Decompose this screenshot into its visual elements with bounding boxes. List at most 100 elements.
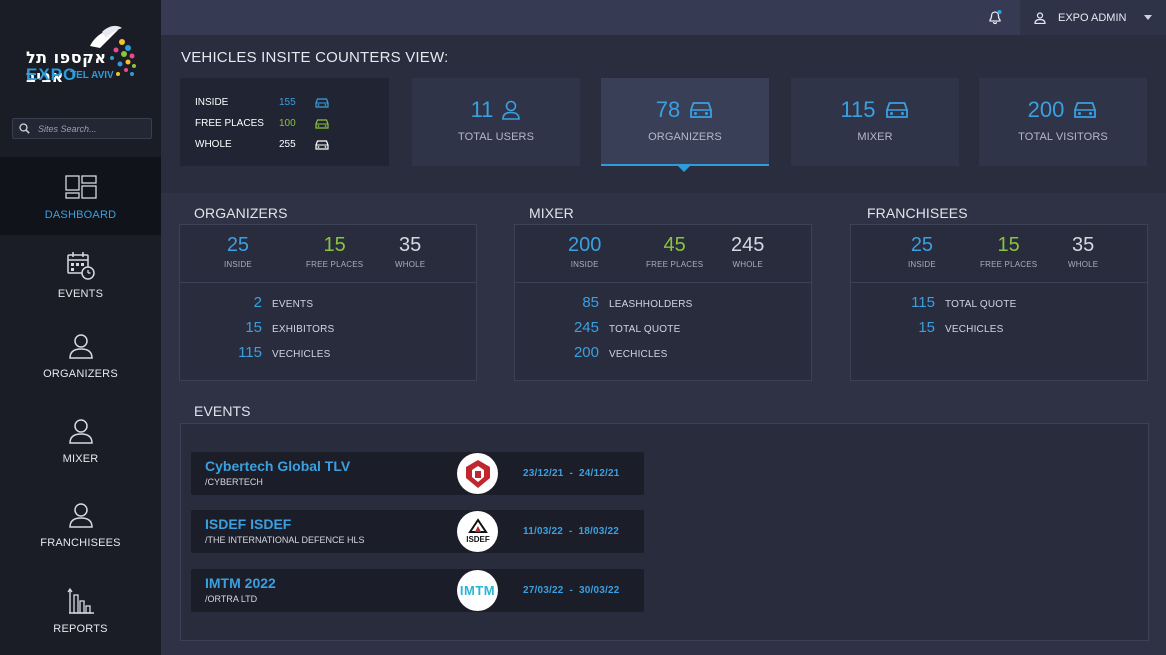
user-icon [1034, 11, 1046, 24]
car-icon [885, 102, 908, 118]
user-menu[interactable]: EXPO ADMIN [1020, 0, 1166, 35]
stat-value: 115 [840, 97, 876, 122]
nav-organizers[interactable]: ORGANIZERS [0, 316, 161, 394]
event-organizer: /ORTRA LTD [205, 594, 258, 604]
metric-label: INSIDE [908, 260, 936, 269]
user-name: EXPO ADMIN [1058, 11, 1127, 24]
organizers-section-title: ORGANIZERS [194, 205, 288, 221]
stat-label: ORGANIZERS [648, 131, 722, 143]
cybertech-logo [457, 453, 498, 494]
metric-value: 245 [731, 234, 765, 256]
car-icon [690, 102, 713, 118]
list-item: 115 TOTAL QUOTE [897, 294, 1016, 311]
mixer-group: 200 INSIDE 45 FREE PLACES 245 WHOLE 85 L… [514, 224, 812, 381]
group-metrics [180, 225, 476, 283]
event-start-date: 11/03/22 [523, 526, 563, 537]
isdef-logo: ISDEF [457, 511, 498, 552]
event-organizer: /CYBERTECH [205, 477, 263, 487]
metric-free-places: 45 FREE PLACES [646, 234, 703, 269]
list-value: 15 [918, 319, 935, 336]
events-panel: Cybertech Global TLV /CYBERTECH 23/12/21… [180, 423, 1149, 641]
logo-tlv-text: TEL AVIV [70, 70, 114, 81]
stat-value: 78 [655, 97, 681, 122]
metric-free-places: 15 FREE PLACES [980, 234, 1037, 269]
counter-inside: INSIDE 155 [195, 92, 389, 113]
bar-chart-icon [65, 585, 97, 617]
list-item: 200 VECHICLES [561, 344, 668, 361]
counter-value: 255 [279, 139, 296, 150]
search-input[interactable] [38, 123, 138, 134]
stat-card-organizers[interactable]: 78 ORGANIZERS [601, 78, 769, 172]
shield-icon [465, 459, 490, 488]
date-separator: - [569, 468, 574, 479]
counter-label: WHOLE [195, 139, 232, 150]
event-organizer: /THE INTERNATIONAL DEFENCE HLS [205, 535, 365, 545]
list-item: 245 TOTAL QUOTE [561, 319, 680, 336]
group-metrics [515, 225, 811, 283]
top-bar: EXPO ADMIN [161, 0, 1166, 35]
list-value: 200 [573, 344, 599, 361]
mixer-section-title: MIXER [529, 205, 574, 221]
stat-card-total-visitors[interactable]: 200 TOTAL VISITORS [979, 78, 1147, 166]
metric-value: 15 [323, 234, 346, 256]
metric-inside: 200 INSIDE [568, 234, 601, 269]
sidebar: אקספו תל אביב EXPO TEL AVIV DASHBOARD [0, 0, 161, 655]
event-dates: 27/03/22 - 30/03/22 [523, 585, 620, 596]
counter-label: INSIDE [195, 97, 229, 108]
nav-franchisees[interactable]: FRANCHISEES [0, 485, 161, 563]
expo-tel-aviv-logo[interactable]: אקספו תל אביב EXPO TEL AVIV [18, 24, 143, 90]
car-icon [315, 97, 329, 108]
metric-value: 35 [1072, 234, 1095, 256]
metric-value: 25 [226, 234, 250, 256]
search-icon [19, 123, 30, 134]
list-value: 85 [582, 294, 599, 311]
user-icon [502, 100, 521, 120]
list-item: 85 LEASHHOLDERS [561, 294, 693, 311]
list-value: 2 [253, 294, 262, 311]
nav-events[interactable]: EVENTS [0, 236, 161, 314]
nav-mixer-label: MIXER [62, 453, 99, 465]
stat-card-mixer[interactable]: 115 MIXER [791, 78, 959, 166]
list-label: LEASHHOLDERS [609, 299, 693, 310]
calendar-icon [65, 250, 97, 282]
metric-label: INSIDE [570, 260, 599, 269]
list-item: 15 EXHIBITORS [224, 319, 334, 336]
nav-reports-label: REPORTS [53, 623, 108, 635]
list-item: 2 EVENTS [224, 294, 313, 311]
event-item[interactable]: ISDEF ISDEF /THE INTERNATIONAL DEFENCE H… [191, 510, 644, 553]
metric-value: 45 [663, 234, 686, 256]
vehicle-counters: INSIDE 155 FREE PLACES 100 WHOLE 255 [180, 78, 389, 166]
organizers-group: 25 INSIDE 15 FREE PLACES 35 WHOLE 2 EVEN… [179, 224, 477, 381]
stat-card-total-users[interactable]: 11 TOTAL USERS [412, 78, 580, 166]
stat-value: 11 [470, 97, 494, 122]
imtm-logo: IMTM [457, 570, 498, 611]
nav-mixer[interactable]: MIXER [0, 401, 161, 479]
sites-search [12, 118, 152, 139]
nav-reports[interactable]: REPORTS [0, 571, 161, 649]
date-separator: - [568, 526, 573, 537]
logo-mark-icon [90, 25, 136, 76]
car-icon [1074, 102, 1097, 118]
imtm-logo-text: IMTM [459, 583, 496, 598]
list-value: 115 [911, 294, 935, 311]
nav-dashboard[interactable]: DASHBOARD [0, 157, 161, 235]
user-icon [65, 415, 97, 447]
notification-bell-icon[interactable] [987, 9, 1003, 25]
list-item: 15 VECHICLES [897, 319, 1004, 336]
list-label: VECHICLES [272, 349, 331, 360]
date-separator: - [569, 585, 574, 596]
page-title: VEHICLES INSITE COUNTERS VIEW: [181, 49, 449, 66]
counter-label: FREE PLACES [195, 118, 264, 129]
user-icon [65, 330, 97, 362]
stat-label: TOTAL USERS [457, 131, 535, 143]
car-icon [315, 118, 329, 129]
event-name: Cybertech Global TLV [205, 458, 351, 474]
chevron-down-icon[interactable] [1144, 15, 1152, 20]
metric-free-places: 15 FREE PLACES [306, 234, 363, 269]
list-label: EVENTS [272, 299, 314, 310]
list-item: 115 VECHICLES [224, 344, 331, 361]
metric-inside: 25 INSIDE [908, 234, 936, 269]
nav-events-label: EVENTS [57, 288, 104, 300]
event-item[interactable]: IMTM 2022 /ORTRA LTD IMTM 27/03/22 - 30/… [191, 569, 644, 612]
event-item[interactable]: Cybertech Global TLV /CYBERTECH 23/12/21… [191, 452, 644, 495]
